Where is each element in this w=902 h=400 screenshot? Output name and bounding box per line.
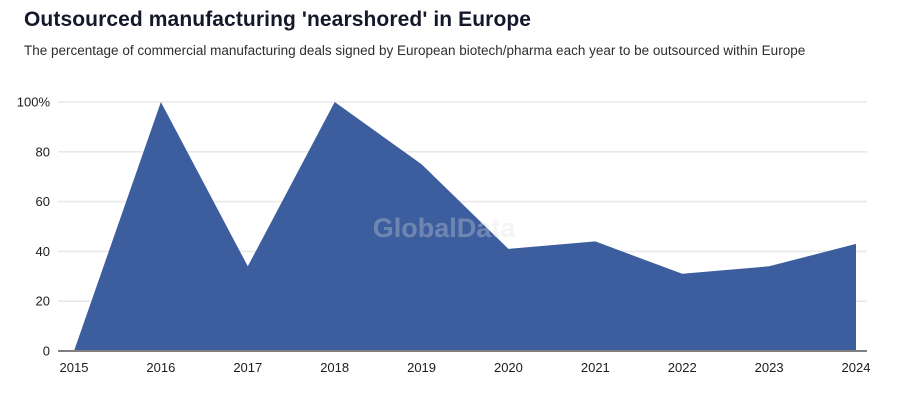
y-tick-label: 60 [36,194,50,209]
x-tick-label: 2023 [755,360,784,375]
y-tick-label: 80 [36,144,50,159]
y-tick-label: 0 [43,344,50,359]
x-tick-label: 2024 [842,360,871,375]
y-tick-label: 40 [36,244,50,259]
x-tick-label: 2015 [60,360,89,375]
x-tick-label: 2017 [233,360,262,375]
chart-subtitle: The percentage of commercial manufacturi… [24,43,806,58]
area-chart: 0 20 40 60 80 100% GlobalData 2015 2016 2017 2018 2… [17,95,871,376]
y-tick-label: 20 [36,294,50,309]
chart-title: Outsourced manufacturing 'nearshored' in… [24,8,532,31]
x-tick-label: 2022 [668,360,697,375]
x-tick-label: 2016 [146,360,175,375]
x-tick-label: 2021 [581,360,610,375]
x-tick-label: 2018 [320,360,349,375]
chart-header: Outsourced manufacturing 'nearshored' in… [0,0,902,92]
x-tick-label: 2019 [407,360,436,375]
y-tick-label: 100% [17,95,51,110]
watermark: GlobalData [373,213,517,243]
area-series [74,102,856,351]
x-tick-label: 2020 [494,360,523,375]
